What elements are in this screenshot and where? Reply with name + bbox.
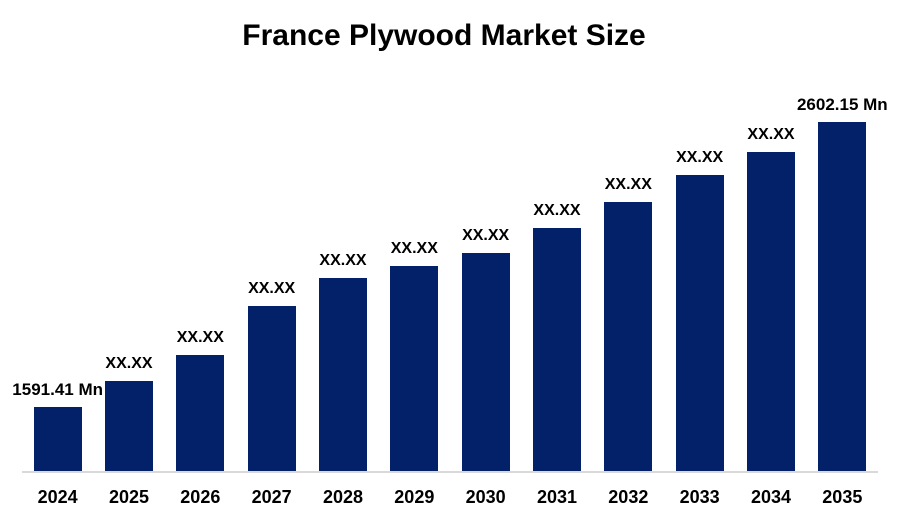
x-axis-label: 2024 [37, 487, 78, 507]
bar [176, 355, 225, 471]
bar [390, 266, 439, 471]
bar-value-label: XX.XX [462, 227, 510, 244]
x-axis-label: 2030 [465, 487, 506, 507]
x-axis-label: 2028 [322, 487, 364, 507]
bar-value-label: XX.XX [105, 355, 153, 372]
bar [319, 278, 367, 471]
x-axis-label: 2029 [394, 487, 435, 507]
x-axis-label: 2032 [608, 487, 649, 507]
x-axis-line [22, 471, 878, 473]
x-axis-label: 2034 [750, 487, 792, 507]
bar [747, 152, 795, 471]
bar [105, 381, 153, 471]
bar [247, 306, 296, 471]
bar-value-label: 1591.41 Mn [12, 380, 104, 399]
page-title: France Plywood Market Size [242, 19, 646, 52]
bar [461, 253, 510, 471]
x-axis-label: 2031 [536, 487, 578, 507]
bar-value-label: XX.XX [319, 252, 367, 269]
x-axis-label: 2035 [822, 487, 863, 507]
bar [33, 407, 82, 471]
bar-value-label: XX.XX [390, 240, 438, 257]
x-axis-label: 2025 [108, 487, 150, 507]
bar-value-label: XX.XX [676, 149, 724, 166]
bar-value-label: XX.XX [533, 202, 581, 219]
bar [675, 175, 724, 471]
bar [818, 122, 867, 471]
bar-value-label: XX.XX [248, 280, 296, 297]
bar [604, 202, 653, 471]
bar [533, 228, 581, 471]
bar-value-label: XX.XX [747, 126, 795, 143]
x-axis-label: 2033 [679, 487, 720, 507]
x-axis-label: 2027 [251, 487, 292, 507]
bar-value-label: XX.XX [176, 329, 224, 346]
x-axis-label: 2026 [180, 487, 221, 507]
bar-value-label: XX.XX [604, 176, 652, 193]
bar-value-label: 2602.15 Mn [796, 95, 888, 114]
